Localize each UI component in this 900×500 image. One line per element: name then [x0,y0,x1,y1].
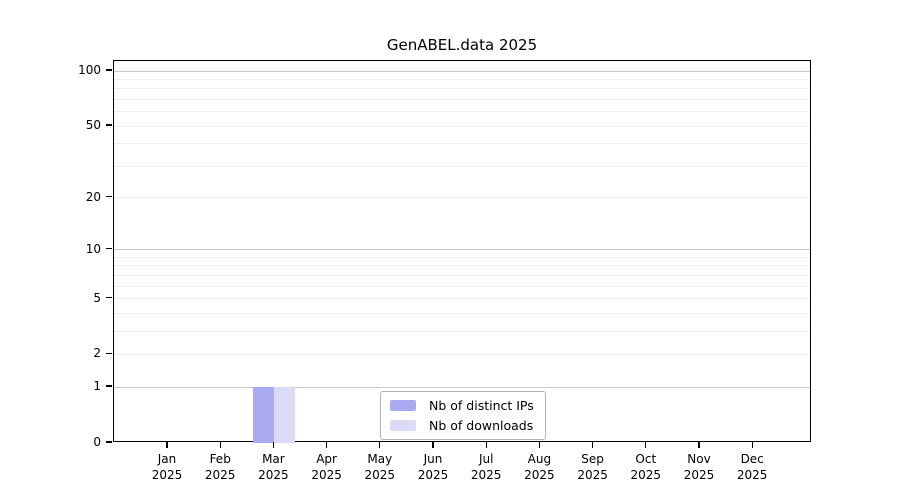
chart-title: GenABEL.data 2025 [386,36,538,54]
y-axis-tick-label: 10 [85,241,101,256]
y-tick-mark [106,296,112,299]
major-gridline [114,386,810,388]
y-tick-mark [106,352,112,355]
x-tick-mark [432,442,434,448]
legend: Nb of distinct IPs Nb of downloads [380,391,546,440]
minor-gridline [114,285,810,287]
y-axis-tick-label: 50 [85,118,101,133]
minor-gridline [114,111,810,113]
x-tick-mark [591,442,594,448]
minor-gridline [114,78,810,80]
y-tick-mark [106,248,112,250]
x-axis-tick-label: Aug 2025 [524,452,555,482]
y-tick-mark [106,385,112,387]
x-axis-tick-label: Oct 2025 [630,452,662,482]
x-tick-mark [751,442,753,448]
y-axis-tick-label: 100 [78,63,101,77]
x-tick-mark [219,442,221,448]
y-tick-mark [106,69,112,71]
x-tick-mark [272,442,275,448]
y-axis-tick-label: 0 [93,435,101,449]
x-axis-tick-label: Dec 2025 [736,452,768,482]
legend-item-distinct-ips: Nb of distinct IPs [390,398,534,413]
x-axis-tick-label: Sep 2025 [577,452,608,482]
minor-gridline [114,353,810,355]
x-tick-mark [645,442,647,448]
x-axis-tick-label: Apr 2025 [311,452,342,482]
minor-gridline [114,312,810,314]
x-tick-mark [379,442,381,448]
x-axis-tick-label: Mar 2025 [258,452,289,482]
minor-gridline [114,330,810,332]
minor-gridline [114,265,810,267]
legend-swatch-distinct-ips [390,400,416,411]
y-axis-tick-label: 2 [93,346,101,361]
minor-gridline [114,298,810,300]
x-tick-mark [698,442,700,448]
x-tick-mark [166,442,168,448]
minor-gridline [114,143,810,145]
minor-gridline [114,165,810,167]
plot-area [113,60,811,443]
minor-gridline [114,88,810,90]
y-tick-mark [106,195,112,198]
legend-item-downloads: Nb of downloads [390,418,534,433]
y-axis-tick-label: 20 [85,189,101,204]
x-axis-tick-label: Nov 2025 [683,452,715,482]
x-tick-mark [538,442,541,448]
bar-mar-distinct-ips [253,387,275,443]
bar-mar-downloads [274,387,296,443]
major-gridline [114,249,810,251]
legend-swatch-downloads [390,420,416,431]
minor-gridline [114,197,810,199]
x-tick-mark [325,442,328,448]
x-axis-tick-label: Jan 2025 [151,452,183,482]
major-gridline [114,70,810,72]
legend-label-downloads: Nb of downloads [429,418,534,433]
x-axis-tick-label: May 2025 [364,452,396,482]
minor-gridline [114,274,810,276]
x-axis-tick-label: Feb 2025 [204,452,236,482]
y-axis-tick-label: 5 [93,290,101,305]
minor-gridline [114,125,810,127]
y-tick-mark [106,124,112,126]
legend-label-distinct-ips: Nb of distinct IPs [429,398,534,413]
y-axis-tick-label: 1 [93,379,101,394]
minor-gridline [114,98,810,100]
x-axis-tick-label: Jun 2025 [417,452,449,482]
x-tick-mark [485,442,487,448]
x-axis-tick-label: Jul 2025 [470,452,502,482]
minor-gridline [114,256,810,258]
y-tick-mark [106,441,112,443]
